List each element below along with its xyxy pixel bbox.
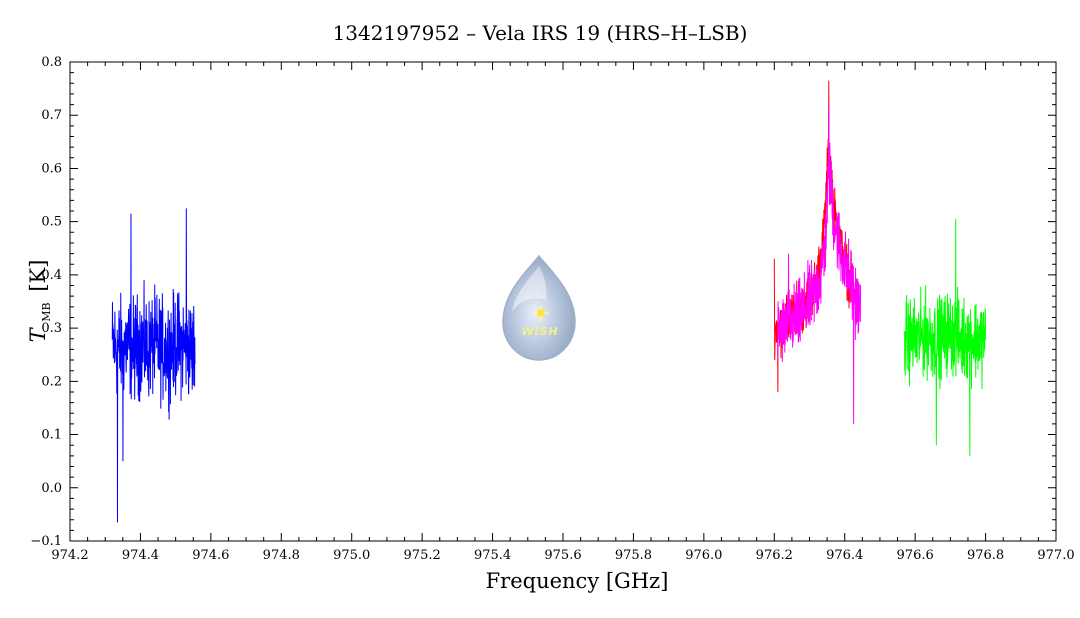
- wish-logo: WISH: [502, 254, 576, 361]
- x-tick-label: 977.0: [1037, 548, 1074, 563]
- spectrum-series-2: [773, 80, 860, 392]
- y-tick-label: 0.3: [41, 321, 62, 336]
- x-tick-label: 975.6: [544, 548, 581, 563]
- y-tick-label: 0.7: [41, 108, 62, 123]
- tick-marks: [69, 61, 1057, 542]
- spectrum-series-4: [904, 219, 987, 456]
- y-tick-label: 0.5: [41, 215, 62, 230]
- x-tick-label: 976.4: [826, 548, 863, 563]
- drop-shape: [502, 254, 576, 361]
- y-tick-label: −0.1: [30, 534, 62, 549]
- x-tick-label: 975.2: [404, 548, 441, 563]
- x-tick-label: 975.0: [333, 548, 370, 563]
- axis-ticks: [69, 61, 1057, 542]
- y-axis-symbol: T: [26, 326, 50, 342]
- x-tick-label: 975.4: [474, 548, 511, 563]
- y-axis-subscript: MB: [40, 302, 53, 321]
- y-axis-unit: [K]: [26, 260, 50, 292]
- x-tick-label: 974.4: [122, 548, 159, 563]
- x-tick-label: 976.6: [897, 548, 934, 563]
- spectrum-series-1: [111, 208, 196, 523]
- logo-text: WISH: [521, 325, 558, 338]
- x-tick-label: 974.8: [263, 548, 300, 563]
- y-axis-title: T MB [K]: [26, 260, 55, 343]
- x-tick-label: 974.6: [192, 548, 229, 563]
- x-tick-label: 976.2: [756, 548, 793, 563]
- series-layer: [111, 80, 987, 523]
- x-tick-label: 975.8: [615, 548, 652, 563]
- drop-highlight: [512, 266, 547, 312]
- y-tick-labels: −0.1 0.0 0.1 0.2 0.3 0.4 0.5 0.6 0.7 0.8: [30, 55, 62, 549]
- x-axis-title: Frequency [GHz]: [486, 569, 669, 593]
- spectrum-series-3: [777, 104, 862, 424]
- x-tick-label: 974.2: [51, 548, 88, 563]
- x-tick-label: 976.8: [967, 548, 1004, 563]
- y-tick-label: 0.8: [41, 55, 62, 70]
- y-tick-label: 0.4: [41, 268, 62, 283]
- x-tick-labels: 974.2 974.4 974.6 974.8 975.0 975.2 975.4 975.6…: [51, 548, 1074, 563]
- y-tick-label: 0.2: [41, 374, 62, 389]
- chart-title: 1342197952 – Vela IRS 19 (HRS–H–LSB): [333, 21, 748, 45]
- plot-area: WISH: [69, 61, 1057, 542]
- star-icon: [532, 304, 550, 322]
- x-tick-label: 976.0: [685, 548, 722, 563]
- y-tick-label: 0.0: [41, 481, 62, 496]
- y-tick-label: 0.1: [41, 428, 62, 443]
- y-tick-label: 0.6: [41, 161, 62, 176]
